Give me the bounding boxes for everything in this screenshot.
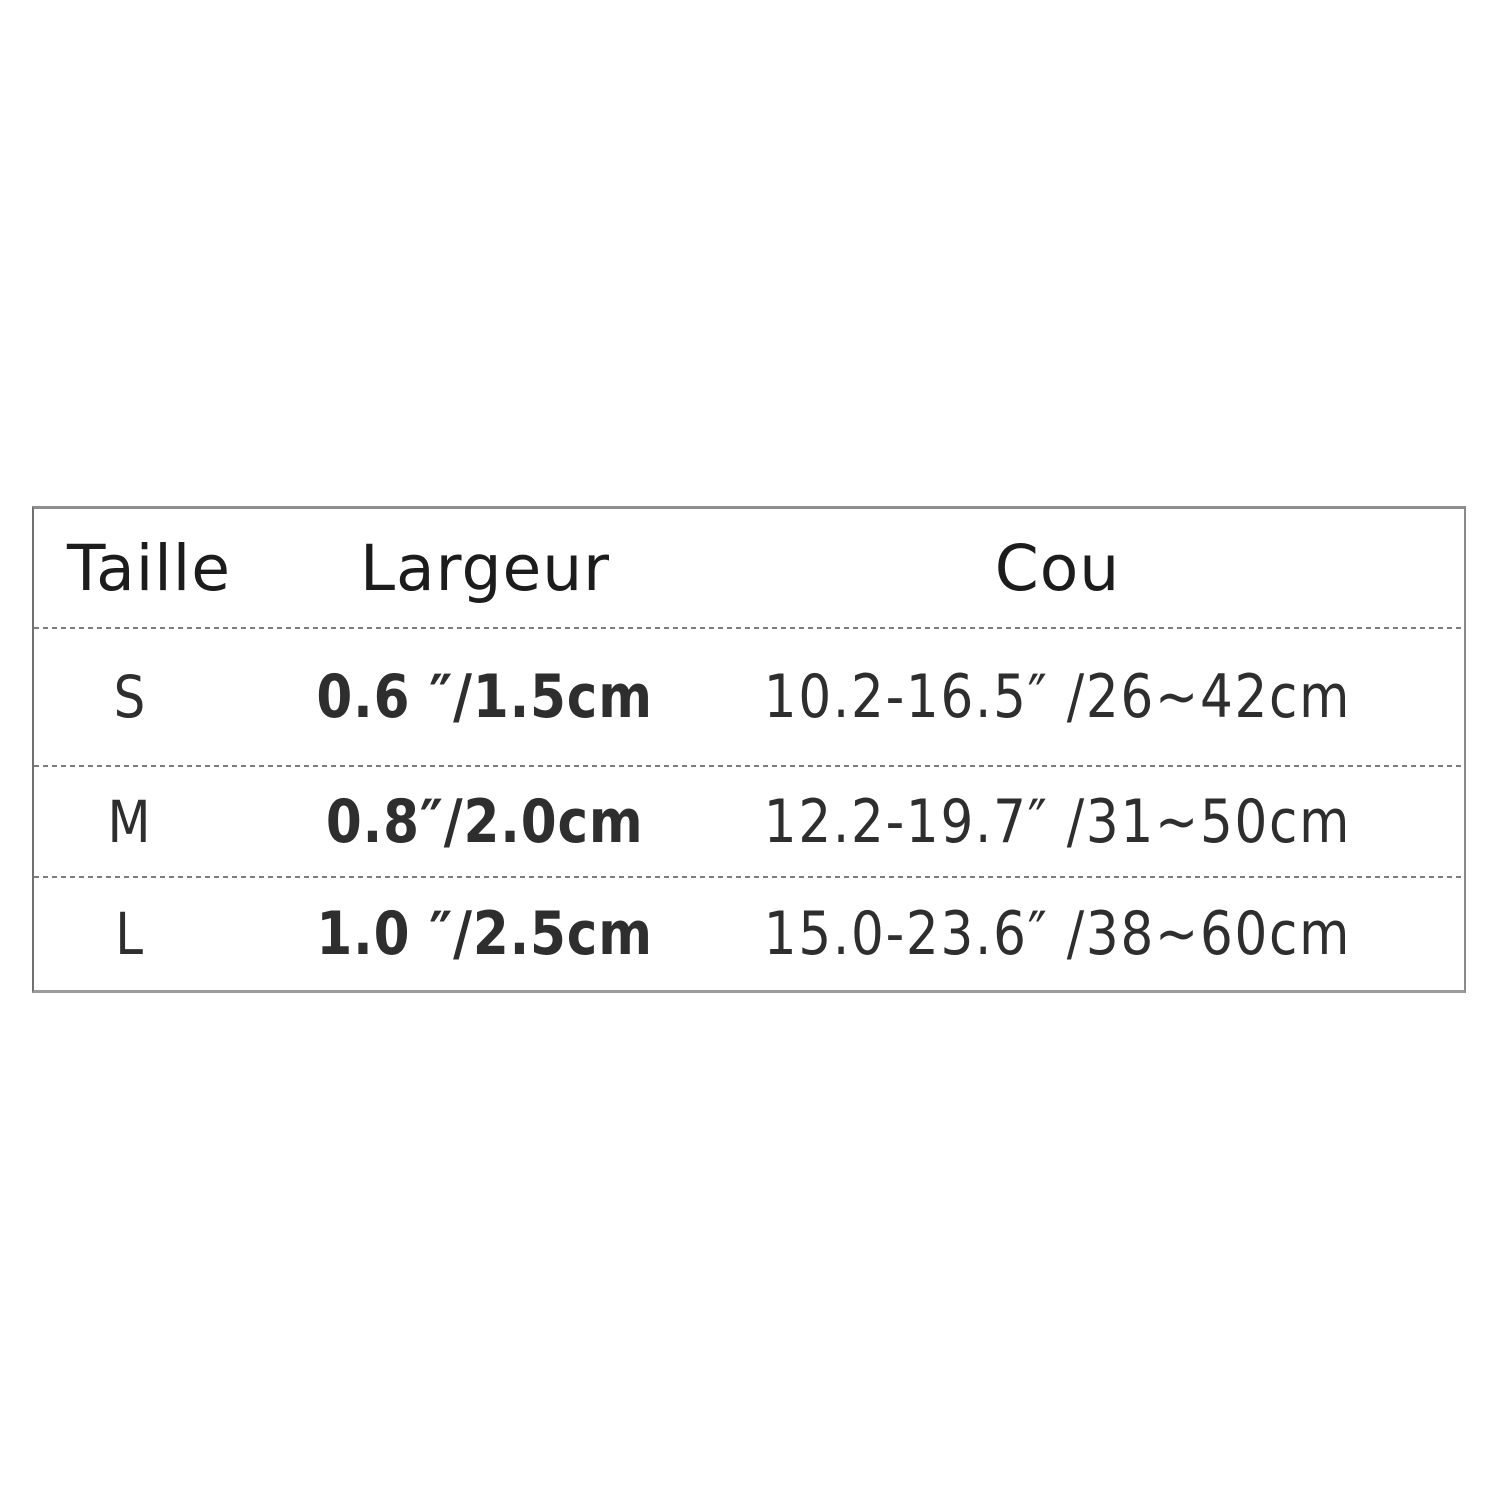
cell-neck-m: 12.2-19.7″ /31~50cm [746, 787, 1464, 857]
width-value: 0.6 ″/1.5cm [316, 662, 654, 732]
neck-value: 15.0-23.6″ /38~60cm [763, 899, 1352, 969]
table-row-size-s: S 0.6 ″/1.5cm 10.2-16.5″ /26~42cm [34, 629, 1464, 765]
cell-neck-l: 15.0-23.6″ /38~60cm [746, 899, 1464, 969]
row-divider [34, 765, 1464, 767]
row-divider [34, 876, 1464, 878]
neck-value: 12.2-19.7″ /31~50cm [763, 786, 1352, 857]
column-header-cou-label: Cou [994, 531, 1121, 605]
column-header-taille-label: Taille [67, 531, 231, 605]
column-header-largeur: Largeur [224, 532, 746, 605]
column-header-cou: Cou [746, 532, 1464, 605]
width-value: 0.8″/2.0cm [326, 786, 644, 857]
size-value: S [113, 663, 145, 731]
size-value: L [115, 900, 143, 968]
cell-width-m: 0.8″/2.0cm [224, 787, 746, 857]
width-value: 1.0 ″/2.5cm [316, 899, 654, 969]
size-value: M [107, 787, 151, 856]
column-header-taille: Taille [34, 532, 230, 605]
neck-value: 10.2-16.5″ /26~42cm [763, 662, 1352, 732]
row-divider [34, 627, 1464, 629]
cell-width-l: 1.0 ″/2.5cm [224, 899, 746, 969]
cell-size-s: S [34, 663, 224, 731]
cell-width-s: 0.6 ″/1.5cm [224, 662, 746, 732]
table-header-row: Taille Largeur Cou [34, 509, 1464, 627]
table-row-size-l: L 1.0 ″/2.5cm 15.0-23.6″ /38~60cm [34, 878, 1464, 990]
cell-size-m: M [34, 788, 224, 856]
cell-neck-s: 10.2-16.5″ /26~42cm [746, 662, 1464, 732]
table-row-size-m: M 0.8″/2.0cm 12.2-19.7″ /31~50cm [34, 767, 1464, 876]
cell-size-l: L [34, 900, 224, 968]
size-chart-table: Taille Largeur Cou S 0.6 ″/1.5cm 10.2-16… [32, 506, 1466, 993]
column-header-largeur-label: Largeur [359, 531, 611, 605]
